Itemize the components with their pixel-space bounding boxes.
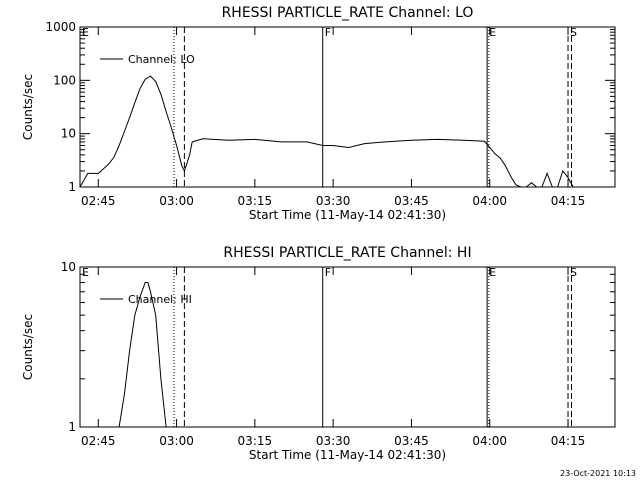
chart-title: RHESSI PARTICLE_RATE Channel: LO [222,5,474,21]
x-tick-label: 03:45 [394,194,429,208]
x-tick-label: 03:00 [159,194,194,208]
x-tick-label: 04:00 [472,194,507,208]
event-marker-label: E [82,26,89,39]
y-tick-label: 10 [61,260,76,274]
footer-timestamp: 23-Oct-2021 10:13 [560,469,636,478]
event-marker-label: F [325,26,331,39]
chart-title: RHESSI PARTICLE_RATE Channel: HI [223,245,471,261]
x-tick-label: 04:15 [551,194,586,208]
x-tick-label: 02:45 [81,434,116,448]
x-tick-label: 04:00 [472,434,507,448]
y-tick-label: 1 [68,420,76,434]
series-line-hi [118,282,167,428]
event-marker-label: S [570,26,577,39]
legend-label: Channel: LO [128,53,195,66]
x-tick-label: 03:45 [394,434,429,448]
x-tick-label: 03:15 [238,194,273,208]
x-tick-label: 03:00 [159,434,194,448]
event-marker-label: E [489,26,496,39]
legend-label: Channel: HI [128,293,192,306]
event-marker-label: F [325,266,331,279]
x-tick-label: 03:30 [316,434,351,448]
series-line-lo [79,75,610,188]
y-axis-label: Counts/sec [21,74,35,140]
event-marker-label: E [82,266,89,279]
x-tick-label: 03:15 [238,434,273,448]
x-tick-label: 02:45 [81,194,116,208]
y-tick-label: 100 [53,73,76,87]
plot-frame [79,26,616,188]
event-marker-label: E [489,266,496,279]
y-axis-label: Counts/sec [21,314,35,380]
y-tick-label: 10 [61,127,76,141]
x-axis-label: Start Time (11-May-14 02:41:30) [249,448,446,462]
x-tick-label: 04:15 [551,434,586,448]
event-marker-label: S [570,266,577,279]
plot-frame [79,266,616,428]
chart-hi: RHESSI PARTICLE_RATE Channel: HI 02:45 03:… [21,245,616,462]
x-tick-label: 03:30 [316,194,351,208]
y-tick-label: 1 [68,180,76,194]
x-axis-label: Start Time (11-May-14 02:41:30) [249,208,446,222]
chart-lo: RHESSI PARTICLE_RATE Channel: LO 02:45 03:… [21,5,616,222]
y-tick-label: 1000 [45,20,76,34]
